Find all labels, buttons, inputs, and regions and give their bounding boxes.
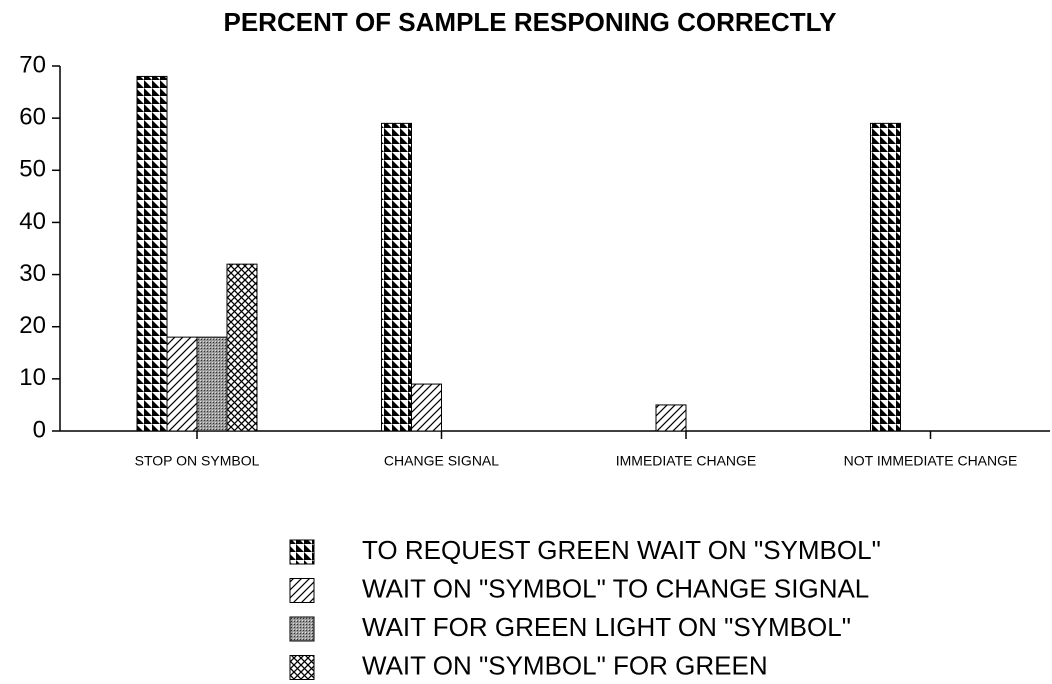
legend-swatch bbox=[289, 616, 315, 642]
legend-swatch bbox=[289, 655, 315, 680]
bar bbox=[166, 336, 198, 432]
x-tick-label: CHANGE SIGNAL bbox=[384, 453, 499, 469]
bar bbox=[655, 404, 687, 432]
y-tick-label: 0 bbox=[33, 416, 46, 443]
bar bbox=[136, 75, 168, 432]
y-tick-label: 70 bbox=[19, 51, 46, 78]
legend-swatch bbox=[289, 578, 315, 603]
legend-label: TO REQUEST GREEN WAIT ON "SYMBOL" bbox=[362, 535, 881, 565]
y-tick-label: 40 bbox=[19, 208, 46, 235]
y-tick-label: 10 bbox=[19, 364, 46, 391]
legend-label: WAIT ON "SYMBOL" TO CHANGE SIGNAL bbox=[362, 573, 869, 603]
legend-label: WAIT FOR GREEN LIGHT ON "SYMBOL" bbox=[362, 612, 851, 642]
bar bbox=[870, 122, 901, 432]
y-tick-label: 20 bbox=[19, 312, 46, 339]
y-tick-label: 60 bbox=[19, 103, 46, 130]
bar bbox=[226, 263, 258, 432]
chart-title: PERCENT OF SAMPLE RESPONING CORRECTLY bbox=[224, 7, 837, 37]
x-tick-label: NOT IMMEDIATE CHANGE bbox=[844, 453, 1018, 469]
y-tick-label: 50 bbox=[19, 156, 46, 183]
x-tick-label: STOP ON SYMBOL bbox=[135, 453, 260, 469]
bar bbox=[381, 122, 412, 432]
legend-label: WAIT ON "SYMBOL" FOR GREEN bbox=[362, 650, 768, 680]
bar bbox=[411, 383, 442, 432]
y-tick-label: 30 bbox=[19, 260, 46, 287]
x-tick-label: IMMEDIATE CHANGE bbox=[616, 453, 757, 469]
legend-swatch bbox=[289, 539, 315, 565]
bar bbox=[196, 336, 228, 432]
